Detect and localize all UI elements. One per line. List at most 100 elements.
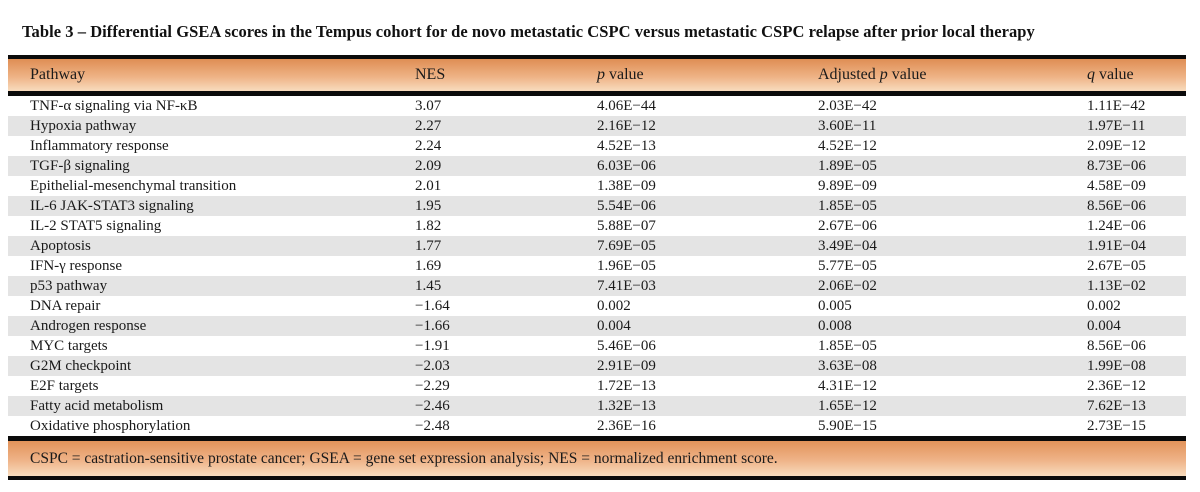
cell-q-value: 8.56E−06 — [1087, 197, 1146, 214]
table-row: p53 pathway 1.45 7.41E−03 2.06E−02 1.13E−02 — [8, 276, 1186, 296]
cell-nes: −2.03 — [415, 357, 450, 374]
cell-nes: 2.24 — [415, 137, 442, 154]
cell-p-value: 1.96E−05 — [597, 257, 656, 274]
cell-nes: −2.46 — [415, 397, 450, 414]
table-row: Oxidative phosphorylation −2.48 2.36E−16 5.… — [8, 416, 1186, 436]
table-row: Inflammatory response 2.24 4.52E−13 4.52E−1… — [8, 136, 1186, 156]
header-cell-pathway: Pathway — [30, 66, 86, 83]
cell-p-value: 0.004 — [597, 317, 631, 334]
cell-nes: 2.27 — [415, 117, 442, 134]
cell-q-value: 2.09E−12 — [1087, 137, 1146, 154]
table-row: MYC targets −1.91 5.46E−06 1.85E−05 8.56E−06 — [8, 336, 1186, 356]
table-row: TGF-β signaling 2.09 6.03E−06 1.89E−05 8.73E… — [8, 156, 1186, 176]
cell-q-value: 2.73E−15 — [1087, 417, 1146, 434]
cell-adjusted-p-value: 0.005 — [818, 297, 852, 314]
cell-pathway: Fatty acid metabolism — [30, 397, 164, 414]
table-row: Apoptosis 1.77 7.69E−05 3.49E−04 1.91E−04 — [8, 236, 1186, 256]
cell-pathway: IL-2 STAT5 signaling — [30, 217, 162, 234]
cell-q-value: 0.004 — [1087, 317, 1121, 334]
cell-nes: 2.01 — [415, 177, 442, 194]
table-caption: Table 3 – Differential GSEA scores in th… — [22, 22, 1035, 41]
table-row: G2M checkpoint −2.03 2.91E−09 3.63E−08 1.99E… — [8, 356, 1186, 376]
cell-adjusted-p-value: 4.31E−12 — [818, 377, 877, 394]
cell-q-value: 2.67E−05 — [1087, 257, 1146, 274]
header-cell-nes: NES — [415, 66, 446, 83]
cell-p-value: 1.38E−09 — [597, 177, 656, 194]
cell-nes: 1.82 — [415, 217, 442, 234]
cell-pathway: E2F targets — [30, 377, 99, 394]
cell-pathway: p53 pathway — [30, 277, 108, 294]
cell-p-value: 5.88E−07 — [597, 217, 656, 234]
cell-nes: −2.29 — [415, 377, 450, 394]
cell-pathway: Epithelial-mesenchymal transition — [30, 177, 237, 194]
cell-adjusted-p-value: 5.77E−05 — [818, 257, 877, 274]
footnote-band: CSPC = castration-sensitive prostate can… — [8, 441, 1186, 476]
cell-p-value: 7.69E−05 — [597, 237, 656, 254]
table-row: Fatty acid metabolism −2.46 1.32E−13 1.65E−… — [8, 396, 1186, 416]
header-cell-q-value: q value — [1087, 66, 1134, 83]
cell-pathway: Androgen response — [30, 317, 147, 334]
table-body: TNF-α signaling via NF-κB 3.07 4.06E−44 2.0… — [8, 96, 1186, 436]
cell-nes: 1.77 — [415, 237, 442, 254]
table-header-row: Pathway NES p value Adjusted p value q value — [8, 59, 1186, 91]
cell-nes: 2.09 — [415, 157, 442, 174]
cell-adjusted-p-value: 9.89E−09 — [818, 177, 877, 194]
body-rule — [8, 436, 1186, 441]
cell-pathway: G2M checkpoint — [30, 357, 132, 374]
top-rule — [8, 55, 1186, 59]
cell-p-value: 2.16E−12 — [597, 117, 656, 134]
footnote-text: CSPC = castration-sensitive prostate can… — [30, 449, 778, 467]
cell-nes: −1.64 — [415, 297, 450, 314]
cell-nes: −1.91 — [415, 337, 450, 354]
table-row: Androgen response −1.66 0.004 0.008 0.004 — [8, 316, 1186, 336]
cell-q-value: 1.24E−06 — [1087, 217, 1146, 234]
table-row: IFN-γ response 1.69 1.96E−05 5.77E−05 2.67E−… — [8, 256, 1186, 276]
cell-adjusted-p-value: 3.49E−04 — [818, 237, 877, 254]
cell-adjusted-p-value: 0.008 — [818, 317, 852, 334]
cell-adjusted-p-value: 4.52E−12 — [818, 137, 877, 154]
cell-pathway: TGF-β signaling — [30, 157, 130, 174]
cell-q-value: 1.97E−11 — [1087, 117, 1146, 134]
cell-p-value: 5.46E−06 — [597, 337, 656, 354]
cell-q-value: 8.56E−06 — [1087, 337, 1146, 354]
cell-adjusted-p-value: 1.89E−05 — [818, 157, 877, 174]
cell-nes: 3.07 — [415, 97, 442, 114]
header-cell-p-value: p value — [597, 66, 644, 83]
table-row: Epithelial-mesenchymal transition 2.01 1.3… — [8, 176, 1186, 196]
table-row: Hypoxia pathway 2.27 2.16E−12 3.60E−11 1.97E… — [8, 116, 1186, 136]
cell-p-value: 6.03E−06 — [597, 157, 656, 174]
header-rule — [8, 91, 1186, 96]
cell-pathway: IL-6 JAK-STAT3 signaling — [30, 197, 194, 214]
table-row: IL-6 JAK-STAT3 signaling 1.95 5.54E−06 1.85… — [8, 196, 1186, 216]
cell-q-value: 1.13E−02 — [1087, 277, 1146, 294]
cell-p-value: 2.36E−16 — [597, 417, 656, 434]
header-cell-adjusted-p-value: Adjusted p value — [818, 66, 927, 83]
cell-q-value: 1.99E−08 — [1087, 357, 1146, 374]
cell-q-value: 4.58E−09 — [1087, 177, 1146, 194]
cell-q-value: 1.11E−42 — [1087, 97, 1146, 114]
cell-pathway: TNF-α signaling via NF-κB — [30, 97, 198, 114]
cell-adjusted-p-value: 3.63E−08 — [818, 357, 877, 374]
cell-q-value: 0.002 — [1087, 297, 1121, 314]
cell-pathway: IFN-γ response — [30, 257, 123, 274]
table-row: IL-2 STAT5 signaling 1.82 5.88E−07 2.67E−06… — [8, 216, 1186, 236]
cell-p-value: 5.54E−06 — [597, 197, 656, 214]
cell-nes: −2.48 — [415, 417, 450, 434]
cell-pathway: Hypoxia pathway — [30, 117, 137, 134]
cell-q-value: 7.62E−13 — [1087, 397, 1146, 414]
cell-p-value: 0.002 — [597, 297, 631, 314]
cell-nes: 1.45 — [415, 277, 442, 294]
cell-q-value: 2.36E−12 — [1087, 377, 1146, 394]
cell-p-value: 4.06E−44 — [597, 97, 656, 114]
gsea-table: Pathway NES p value Adjusted p value q value… — [8, 55, 1186, 480]
table-row: TNF-α signaling via NF-κB 3.07 4.06E−44 2.0… — [8, 96, 1186, 116]
cell-adjusted-p-value: 1.85E−05 — [818, 197, 877, 214]
table-row: DNA repair −1.64 0.002 0.005 0.002 — [8, 296, 1186, 316]
cell-p-value: 2.91E−09 — [597, 357, 656, 374]
cell-adjusted-p-value: 2.06E−02 — [818, 277, 877, 294]
cell-adjusted-p-value: 3.60E−11 — [818, 117, 877, 134]
cell-p-value: 1.72E−13 — [597, 377, 656, 394]
cell-nes: 1.95 — [415, 197, 442, 214]
cell-nes: −1.66 — [415, 317, 450, 334]
